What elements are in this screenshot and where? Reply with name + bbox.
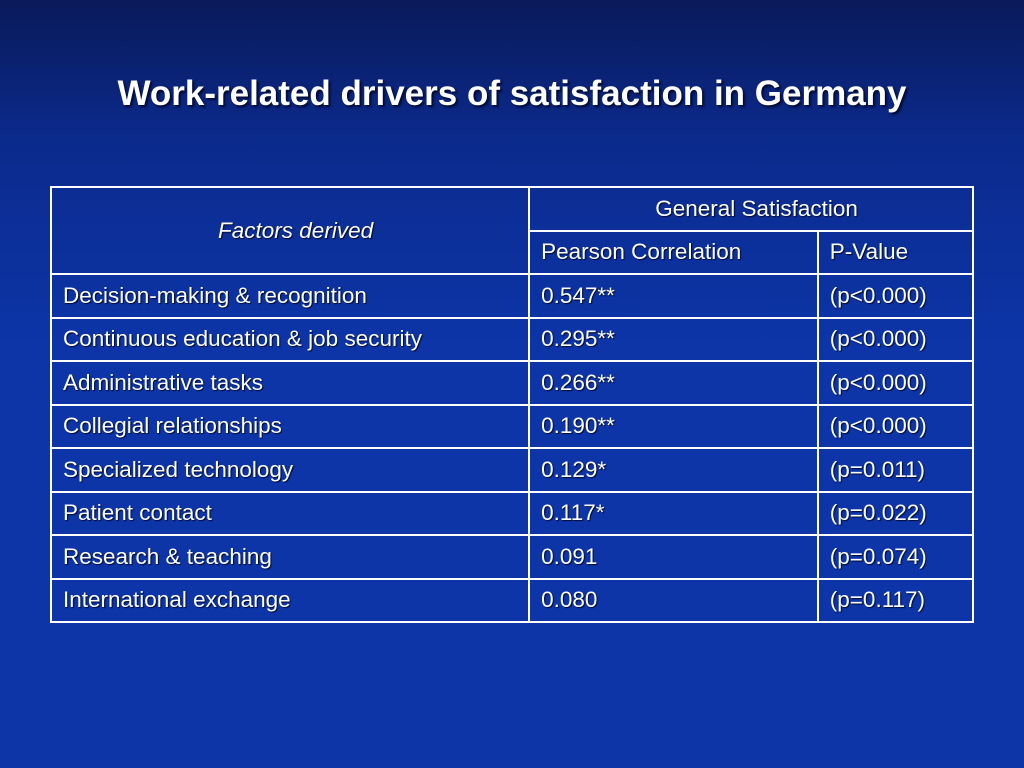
table-row: Patient contact 0.117* (p=0.022) bbox=[49, 490, 975, 536]
factor-cell: Research & teaching bbox=[49, 534, 531, 580]
factor-cell: Specialized technology bbox=[49, 447, 531, 493]
p-value-cell: (p=0.074) bbox=[816, 534, 975, 580]
correlation-cell: 0.129* bbox=[528, 447, 819, 493]
factor-cell: Continuous education & job security bbox=[49, 316, 531, 362]
header-factors-derived: Factors derived bbox=[49, 186, 531, 275]
satisfaction-table: Factors derived General Satisfaction Pea… bbox=[49, 186, 975, 623]
table-row: Decision-making & recognition 0.547** (p… bbox=[49, 273, 975, 319]
header-p-value: P-Value bbox=[816, 229, 975, 275]
factor-cell: Patient contact bbox=[49, 490, 531, 536]
correlation-cell: 0.547** bbox=[528, 273, 819, 319]
table-row: Continuous education & job security 0.29… bbox=[49, 316, 975, 362]
correlation-cell: 0.080 bbox=[528, 577, 819, 623]
table-row: International exchange 0.080 (p=0.117) bbox=[49, 577, 975, 623]
header-pearson-correlation: Pearson Correlation bbox=[528, 229, 819, 275]
factor-cell: Collegial relationships bbox=[49, 403, 531, 449]
correlation-cell: 0.266** bbox=[528, 360, 819, 406]
table-row: Research & teaching 0.091 (p=0.074) bbox=[49, 534, 975, 580]
factor-cell: Decision-making & recognition bbox=[49, 273, 531, 319]
table-header-row-1: Factors derived General Satisfaction bbox=[49, 186, 974, 275]
header-general-satisfaction: General Satisfaction bbox=[528, 186, 974, 232]
p-value-cell: (p<0.000) bbox=[816, 403, 975, 449]
correlation-cell: 0.190** bbox=[528, 403, 819, 449]
correlation-cell: 0.091 bbox=[528, 534, 819, 580]
correlation-cell: 0.117* bbox=[528, 490, 819, 536]
table-row: Collegial relationships 0.190** (p<0.000… bbox=[49, 403, 975, 449]
table-row: Administrative tasks 0.266** (p<0.000) bbox=[49, 360, 975, 406]
factor-cell: Administrative tasks bbox=[49, 360, 531, 406]
p-value-cell: (p<0.000) bbox=[816, 360, 975, 406]
p-value-cell: (p<0.000) bbox=[816, 316, 975, 362]
table-row: Specialized technology 0.129* (p=0.011) bbox=[49, 447, 975, 493]
factor-cell: International exchange bbox=[49, 577, 531, 623]
slide-title: Work-related drivers of satisfaction in … bbox=[117, 74, 907, 113]
p-value-cell: (p<0.000) bbox=[816, 273, 975, 319]
correlation-cell: 0.295** bbox=[528, 316, 819, 362]
p-value-cell: (p=0.117) bbox=[816, 577, 975, 623]
p-value-cell: (p=0.022) bbox=[816, 490, 975, 536]
table-header-row-2: Pearson Correlation P-Value bbox=[51, 229, 975, 275]
p-value-cell: (p=0.011) bbox=[816, 447, 975, 493]
